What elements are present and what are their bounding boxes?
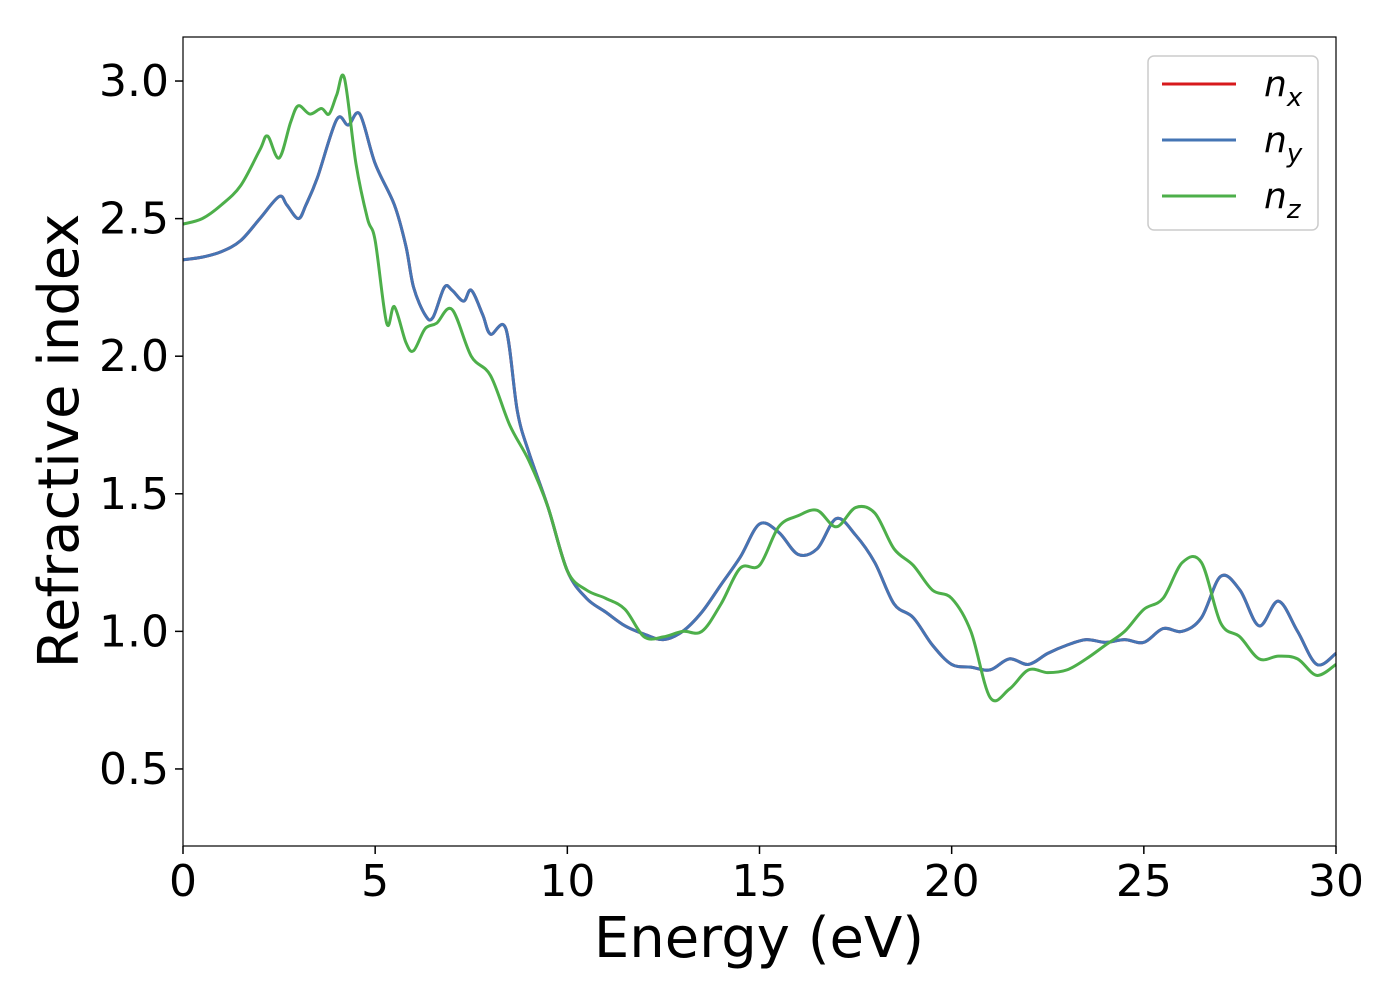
x-tick-label: 5 (361, 856, 389, 907)
y-axis-label: Refractive index (27, 214, 92, 669)
y-tick-label: 1.0 (99, 606, 169, 657)
y-tick-label: 2.5 (99, 194, 169, 245)
legend: nx ny nz (1147, 55, 1319, 231)
y-tick-label: 1.5 (99, 469, 169, 520)
x-tick-label: 0 (169, 856, 197, 907)
x-tick-label: 25 (1116, 856, 1172, 907)
x-tick-label: 10 (539, 856, 595, 907)
legend-label-ny: ny (1264, 120, 1303, 169)
legend-frame (1147, 55, 1319, 231)
x-tick-label: 15 (732, 856, 788, 907)
y-tick-label: 0.5 (99, 744, 169, 795)
y-tick-label: 2.0 (99, 331, 169, 382)
series-layer (182, 73, 1337, 703)
series-line-3 (182, 73, 1337, 703)
x-tick-label: 20 (924, 856, 980, 907)
y-tick-label: 3.0 (99, 56, 169, 107)
legend-label-nz: nz (1264, 176, 1302, 225)
x-axis: 0 5 10 15 20 25 30 (169, 846, 1364, 907)
y-axis: 0.5 1.0 1.5 2.0 2.5 3.0 (99, 56, 183, 795)
x-axis-label: Energy (eV) (594, 906, 924, 971)
plot-area (183, 37, 1336, 846)
x-tick-label: 30 (1308, 856, 1364, 907)
legend-label-nx: nx (1264, 64, 1303, 113)
